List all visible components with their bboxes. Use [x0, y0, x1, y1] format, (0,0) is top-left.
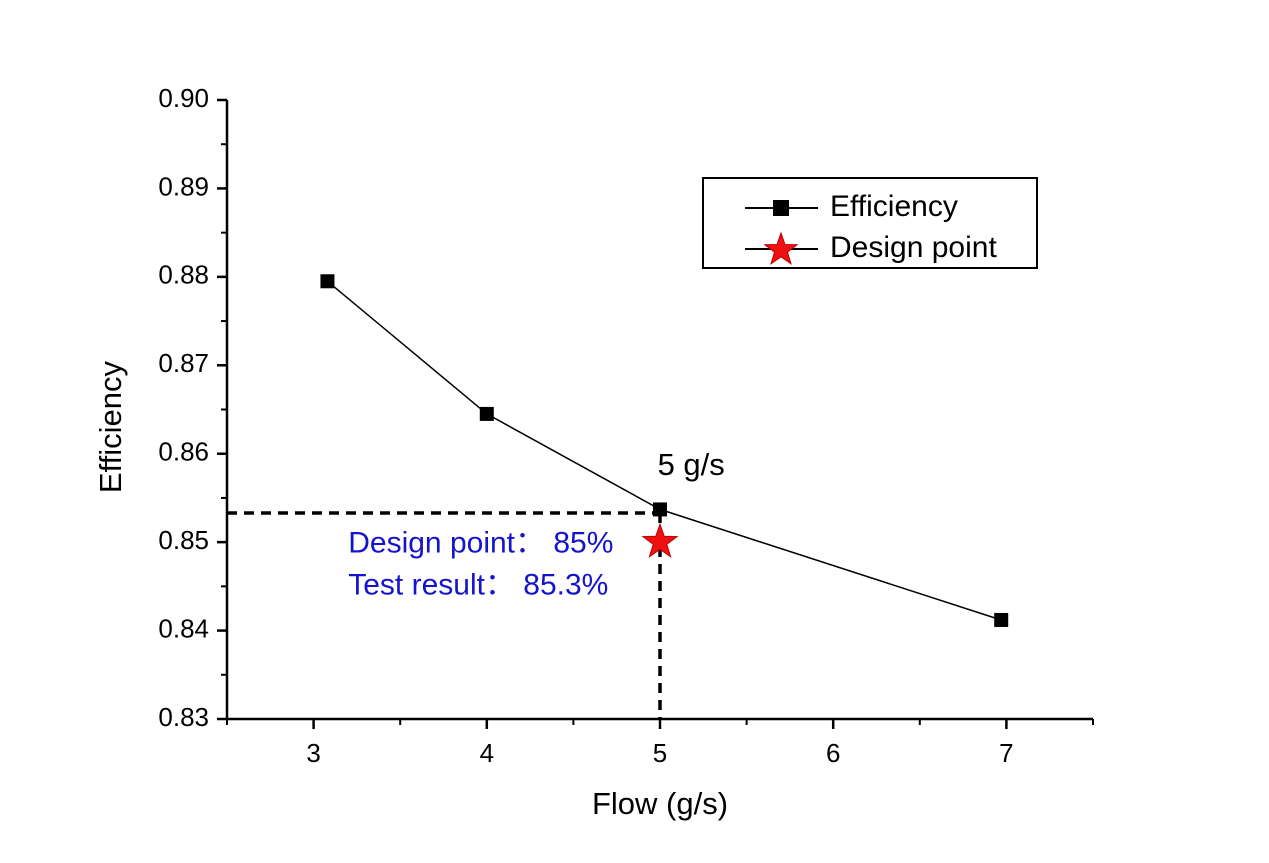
- x-tick-label: 6: [826, 738, 840, 768]
- x-tick-label: 7: [999, 738, 1013, 768]
- series-line-efficiency: [327, 280, 1002, 621]
- y-tick-label: 0.86: [158, 437, 209, 467]
- y-tick-label: 0.83: [158, 702, 209, 732]
- x-axis-title: Flow (g/s): [592, 786, 728, 821]
- design-point-star-marker: [641, 522, 679, 558]
- data-point-square-marker: [653, 502, 667, 517]
- legend-box: [702, 177, 1038, 269]
- y-tick-label: 0.85: [158, 525, 209, 555]
- y-tick-label: 0.90: [158, 83, 209, 113]
- legend-label: Efficiency: [830, 190, 958, 223]
- x-tick-label: 5: [653, 738, 667, 768]
- data-point-square-marker: [479, 406, 494, 421]
- annotation-text: 5 g/s: [658, 447, 725, 482]
- data-point-square-marker: [994, 612, 1009, 627]
- legend-square-marker: [773, 200, 789, 216]
- y-tick-label: 0.89: [158, 171, 209, 201]
- y-tick-label: 0.84: [158, 613, 209, 643]
- x-tick-label: 3: [306, 738, 320, 768]
- annotation-text: Design point： 85%: [348, 527, 613, 560]
- y-axis-title: Efficiency: [93, 360, 128, 493]
- x-tick-label: 4: [480, 738, 494, 768]
- data-point-square-marker: [320, 274, 335, 289]
- y-tick-label: 0.88: [158, 260, 209, 290]
- legend-star-marker: [763, 231, 799, 266]
- y-tick-label: 0.87: [158, 348, 209, 378]
- legend-label: Design point: [830, 231, 997, 264]
- annotation-text: Test result： 85.3%: [348, 568, 608, 601]
